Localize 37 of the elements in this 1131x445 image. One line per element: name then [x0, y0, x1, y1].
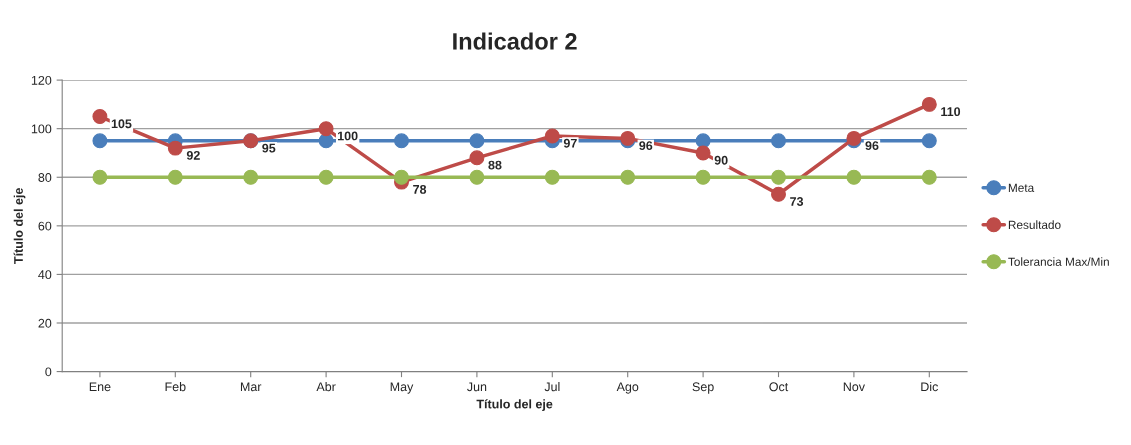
data-label: 73 — [790, 197, 804, 206]
legend-label: Tolerancia Max/Min — [1008, 257, 1109, 266]
data-label: 92 — [186, 150, 200, 160]
x-tick-label: May — [390, 382, 414, 394]
x-tick-label: Jun — [467, 382, 487, 392]
y-tick-label: 80 — [38, 173, 52, 182]
chart-title: Indicador 2 — [453, 32, 577, 50]
data-label: 97 — [563, 138, 577, 148]
data-label: 100 — [338, 131, 358, 141]
data-label: 95 — [262, 143, 276, 153]
data-label: 96 — [865, 141, 879, 151]
data-label: 110 — [941, 107, 961, 117]
y-tick-label: 40 — [38, 270, 52, 280]
x-tick-label: Dic — [921, 381, 938, 392]
data-label: 90 — [714, 155, 728, 165]
x-tick-label: Mar — [240, 382, 262, 392]
y-tick-label: 120 — [31, 75, 52, 85]
data-label: 96 — [639, 141, 653, 151]
y-axis-title: Título del eje — [13, 188, 26, 264]
x-tick-label: Oct — [769, 382, 789, 392]
data-label: 78 — [413, 184, 427, 194]
data-label: 88 — [488, 160, 502, 170]
x-tick-label: Sep — [692, 382, 714, 394]
y-tick-label: 100 — [31, 124, 52, 134]
y-tick-label: 20 — [38, 318, 52, 328]
x-tick-label: Ago — [616, 382, 639, 394]
y-tick-label: 0 — [45, 367, 52, 377]
x-tick-label: Ene — [89, 382, 111, 392]
legend-label: Resultado — [1008, 220, 1061, 230]
x-tick-label: Nov — [843, 382, 865, 392]
x-tick-label: Abr — [316, 381, 336, 392]
x-tick-label: Jul — [544, 381, 560, 392]
legend-label: Meta — [1008, 183, 1035, 193]
y-tick-label: 60 — [38, 221, 52, 231]
x-tick-label: Feb — [165, 381, 186, 392]
x-axis-title: Título del eje — [476, 399, 553, 411]
data-label: 105 — [111, 119, 132, 129]
